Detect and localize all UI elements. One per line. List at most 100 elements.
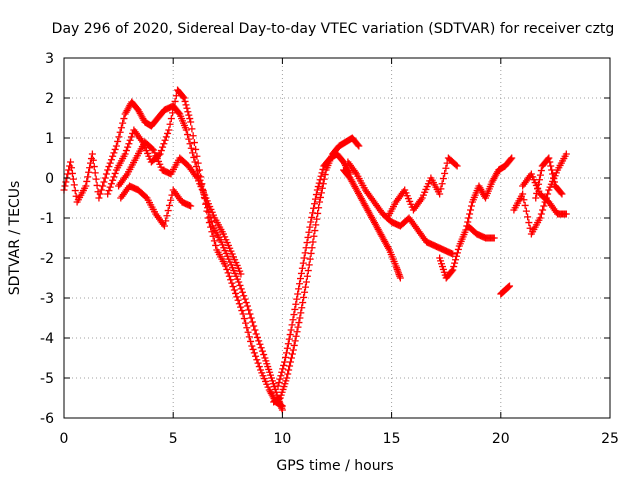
data-point	[98, 187, 105, 194]
data-point	[288, 327, 295, 334]
data-point	[283, 349, 290, 356]
data-point	[125, 140, 132, 147]
data-point	[104, 191, 111, 198]
data-point	[187, 140, 194, 147]
data-point	[109, 153, 116, 160]
data-point	[246, 311, 253, 318]
data-point	[114, 138, 121, 145]
data-point	[84, 173, 91, 180]
data-point	[467, 207, 474, 214]
data-point	[95, 195, 102, 202]
data-point	[284, 345, 291, 352]
data-point	[309, 209, 316, 216]
y-tick-label: -3	[40, 291, 54, 307]
data-point	[240, 292, 247, 299]
y-tick-label: -5	[40, 371, 54, 387]
data-point	[110, 149, 117, 156]
data-point	[441, 170, 448, 177]
data-point	[300, 260, 307, 267]
data-point	[189, 149, 196, 156]
data-point	[311, 227, 318, 234]
data-point	[304, 234, 311, 241]
data-point	[298, 304, 305, 311]
sdtvar-chart: 0 5 10 15 20 25-6-5-4-3-2-10123 Day 296 of 20…	[0, 0, 640, 480]
data-point	[259, 348, 266, 355]
data-point	[164, 130, 171, 137]
data-point	[104, 167, 111, 174]
data-point	[243, 299, 250, 306]
x-tick-label: 10	[273, 431, 291, 447]
data-point	[538, 211, 545, 218]
data-point	[233, 293, 240, 300]
data-point	[303, 244, 310, 251]
data-point	[317, 176, 324, 183]
data-point	[306, 261, 313, 268]
data-point	[117, 129, 124, 136]
y-tick-label: -2	[40, 251, 54, 267]
data-point	[293, 296, 300, 303]
y-tick-label: 3	[45, 51, 54, 67]
data-point	[190, 154, 197, 161]
data-point	[71, 181, 78, 188]
data-point	[67, 159, 74, 166]
data-point	[537, 172, 544, 179]
series-pass-2	[104, 87, 286, 410]
data-point	[120, 115, 127, 122]
data-point	[523, 208, 530, 215]
data-point	[105, 163, 112, 170]
data-point	[451, 260, 458, 267]
data-point	[256, 341, 263, 348]
data-point	[188, 145, 195, 152]
data-point	[281, 359, 288, 366]
data-point	[162, 137, 169, 144]
data-point	[525, 219, 532, 226]
data-point	[247, 338, 254, 345]
data-point	[248, 343, 255, 350]
data-point	[228, 280, 235, 287]
y-tick-label: -6	[40, 411, 54, 427]
y-tick-label: 1	[45, 131, 54, 147]
x-tick-label: 5	[169, 431, 178, 447]
data-point	[238, 307, 245, 314]
data-point	[522, 202, 529, 209]
data-point	[282, 354, 289, 361]
series-pass-12	[497, 283, 513, 298]
data-point	[316, 180, 323, 187]
data-point	[250, 323, 257, 330]
data-point	[258, 344, 265, 351]
series-pass-8	[344, 159, 456, 258]
data-point	[238, 285, 245, 292]
data-point	[241, 315, 248, 322]
data-point	[113, 143, 120, 150]
data-point	[108, 156, 115, 163]
data-point	[255, 360, 262, 367]
data-point	[300, 294, 307, 301]
data-point	[291, 306, 298, 313]
data-point	[160, 140, 167, 147]
x-tick-label: 0	[60, 431, 69, 447]
data-point	[112, 146, 119, 153]
data-point	[248, 315, 255, 322]
y-tick-label: -1	[40, 211, 54, 227]
data-point	[187, 119, 194, 126]
data-point	[465, 215, 472, 222]
data-point	[297, 309, 304, 316]
data-point	[236, 282, 243, 289]
data-point	[184, 131, 191, 138]
data-point	[540, 203, 547, 210]
data-point	[185, 136, 192, 143]
data-point	[311, 200, 318, 207]
data-point	[93, 176, 100, 183]
data-point	[251, 327, 258, 334]
data-point	[165, 207, 172, 214]
data-point	[275, 379, 282, 386]
data-point	[211, 237, 218, 244]
data-marks	[61, 87, 570, 414]
data-point	[85, 169, 92, 176]
data-point	[310, 233, 317, 240]
data-point	[241, 296, 248, 303]
data-point	[260, 351, 267, 358]
data-point	[110, 173, 117, 180]
data-point	[86, 164, 93, 171]
data-point	[70, 176, 77, 183]
